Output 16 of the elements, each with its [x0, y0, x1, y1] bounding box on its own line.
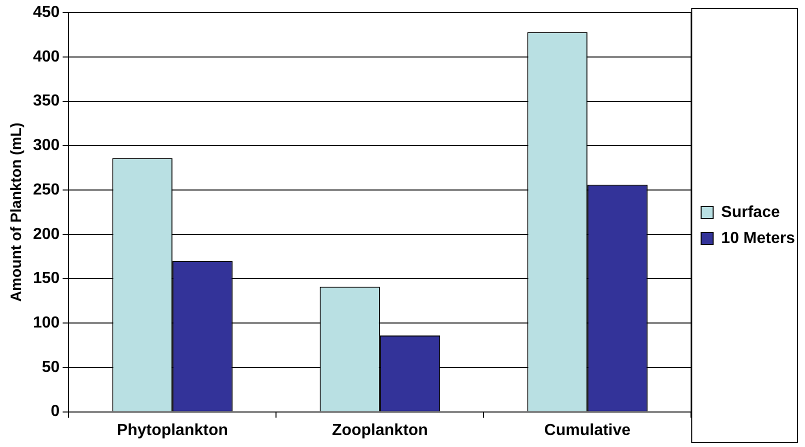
- y-tick-label: 50: [42, 358, 60, 376]
- y-tick-label: 450: [32, 4, 60, 22]
- legend-label: 10 Meters: [721, 230, 796, 247]
- y-tick-label: 300: [32, 137, 60, 154]
- y-tick-label: 200: [32, 226, 60, 243]
- y-tick-label: 250: [32, 181, 60, 198]
- x-tick-label: Cumulative: [544, 422, 631, 439]
- y-tick-label: 0: [50, 403, 60, 420]
- y-axis-title: Amount of Plankton (mL): [8, 122, 26, 302]
- y-tick-label: 150: [32, 270, 60, 288]
- legend-label: Surface: [721, 204, 780, 221]
- y-tick-label: 350: [32, 92, 60, 110]
- x-tick-label: Zooplankton: [332, 422, 428, 439]
- y-tick-label: 100: [32, 314, 60, 332]
- x-tick-label: Phytoplankton: [116, 422, 228, 439]
- y-tick-label: 400: [32, 48, 60, 66]
